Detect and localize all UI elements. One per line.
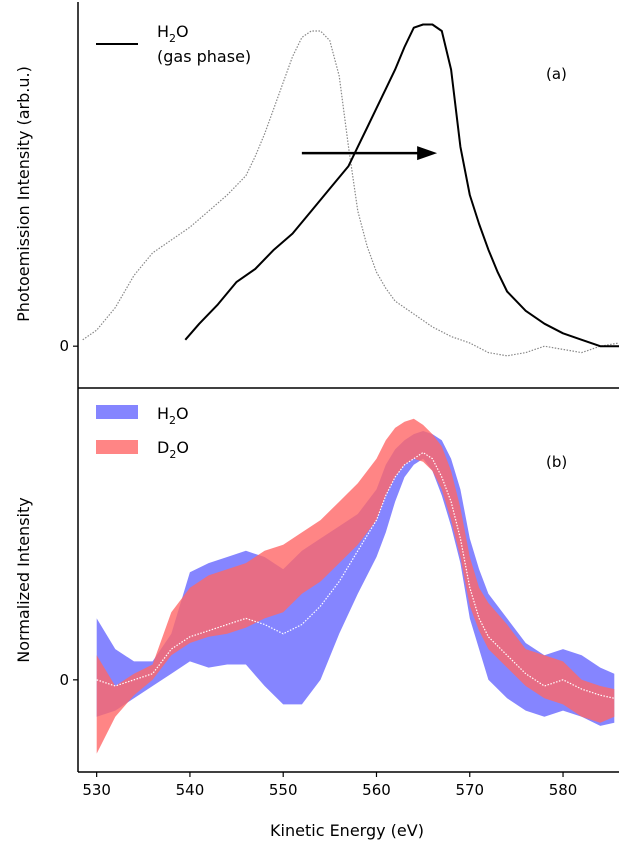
shift-arrow (301, 146, 438, 161)
legend-label-h2o-gas: H2O (157, 22, 189, 45)
series-line-dotted-average (96, 451, 615, 699)
x-tick-label: 570 (455, 781, 484, 799)
x-tick-label: 560 (362, 781, 391, 799)
panel-b-y-ticks: 0 (59, 671, 78, 689)
arrow-head (417, 146, 438, 161)
legend-label-d2o: D2O (157, 438, 189, 461)
legend-swatch-h2o (96, 405, 138, 419)
axes-frames (77, 2, 619, 773)
legend-swatch-d2o (96, 440, 138, 454)
x-tick-label: 550 (269, 781, 298, 799)
area-band-h2o (96, 431, 615, 726)
panel-b-label: (b) (546, 453, 567, 471)
panel-b: 0 530 540 550 560 570 580 Normalized Intensit… (14, 404, 615, 840)
area-band-d2o (96, 418, 615, 754)
legend-label-gas-phase: (gas phase) (157, 47, 251, 66)
panel-b-y-axis-label: Normalized Intensity (14, 497, 33, 662)
panel-a: 0 Photoemission Intensity (arb.u.) (a) H… (14, 22, 619, 357)
series-line-dotted-reference (82, 30, 619, 357)
panel-b-legend: H2O D2O (96, 404, 189, 461)
panel-b-x-ticks: 530 540 550 560 570 580 (82, 772, 577, 799)
panel-b-series (96, 418, 615, 754)
x-tick-label: 540 (176, 781, 205, 799)
y-tick-label: 0 (59, 337, 69, 355)
panel-a-y-ticks: 0 (59, 337, 78, 355)
y-tick-label: 0 (59, 671, 69, 689)
panel-a-y-axis-label: Photoemission Intensity (arb.u.) (14, 66, 33, 322)
panel-a-label: (a) (546, 65, 567, 83)
x-tick-label: 530 (82, 781, 111, 799)
series-line-h2o-gas-phase (184, 23, 619, 348)
x-axis-label: Kinetic Energy (eV) (270, 821, 424, 840)
panel-a-legend: H2O (gas phase) (96, 22, 251, 66)
legend-label-h2o: H2O (157, 404, 189, 427)
panel-a-series (82, 23, 619, 357)
x-tick-label: 580 (549, 781, 578, 799)
